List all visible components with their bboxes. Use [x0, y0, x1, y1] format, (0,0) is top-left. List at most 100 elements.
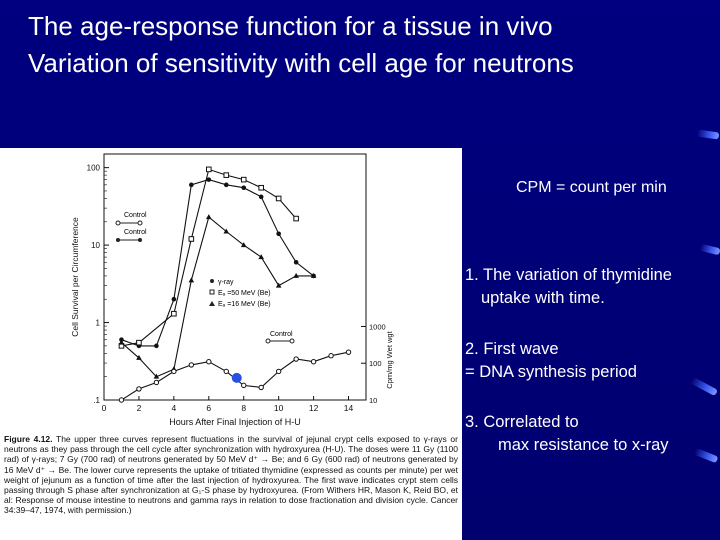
y-axis-label: Cell Survival per Circumference	[70, 217, 80, 337]
y-tick-label: 100	[87, 164, 101, 173]
note-2-line-2: = DNA synthesis period	[465, 363, 637, 381]
data-point	[171, 368, 177, 375]
y2-tick-label: 1000	[369, 322, 386, 331]
chart: .1 1 10 100 10 100 1000 0 2 4 6 8 10 12 14 Hours After …	[70, 153, 394, 427]
data-point	[118, 339, 125, 345]
highlight-marker	[231, 372, 242, 383]
legend-control-1-marker	[115, 220, 121, 226]
note-cpm-text: CPM = count per min	[516, 179, 667, 196]
data-point	[345, 349, 352, 355]
data-point	[171, 310, 177, 317]
data-point	[258, 194, 264, 200]
note-1-line-2: uptake with time.	[481, 289, 605, 307]
x-tick-label: 8	[241, 403, 246, 413]
data-point	[293, 272, 299, 278]
note-1-line-1: 1. The variation of thymidine	[465, 266, 672, 284]
y-tick-label: 10	[91, 241, 100, 250]
data-point	[171, 296, 177, 302]
data-point	[275, 282, 282, 288]
x-tick-label: 2	[137, 403, 142, 413]
x-tick-label: 12	[309, 403, 319, 413]
data-point	[136, 386, 142, 392]
data-point	[188, 277, 195, 283]
data-point	[240, 176, 247, 183]
data-point	[206, 214, 212, 220]
x-tick-label: 14	[344, 403, 354, 413]
data-point	[154, 343, 159, 349]
y2-axis-label: Cpm/mg Wet wgt	[385, 330, 394, 388]
legend-left: Control Control	[115, 212, 147, 242]
x-tick-label: 6	[206, 403, 211, 413]
legend-16mev-label: Eₐ =16 MeV (Be)	[218, 301, 271, 308]
series-line	[121, 216, 314, 378]
data-point	[293, 259, 299, 265]
legend-gamma-label: γ-ray	[218, 279, 234, 286]
slide-title: The age-response function for a tissue i…	[28, 8, 574, 82]
legend-gamma-marker	[210, 279, 214, 283]
title-line-2: Variation of sensitivity with cell age f…	[28, 48, 574, 78]
control-label-marker	[289, 338, 295, 344]
note-3-line-1: 3. Correlated to	[465, 413, 579, 431]
data-point	[241, 382, 247, 389]
data-point	[206, 359, 212, 365]
note-3: 3. Correlated to max resistance to x-ray	[465, 411, 669, 457]
data-point	[223, 228, 230, 234]
data-point	[310, 359, 317, 365]
data-point	[241, 185, 247, 191]
legend-control-1-marker	[137, 220, 143, 226]
x-tick-label: 10	[274, 403, 284, 413]
data-point	[258, 184, 264, 191]
data-point	[153, 373, 160, 379]
data-point	[293, 356, 299, 362]
data-point	[240, 242, 247, 248]
legend-50mev-marker	[209, 289, 215, 295]
note-cpm: CPM = count per min	[516, 176, 667, 199]
y-tick-label: 1	[96, 319, 101, 328]
data-point	[136, 339, 142, 346]
legend-control-2-marker	[116, 238, 120, 242]
plot-frame	[103, 153, 367, 401]
series-line	[121, 179, 314, 347]
data-point	[189, 182, 194, 188]
y2-tick-label: 10	[369, 396, 377, 405]
legend-16mev-marker	[209, 301, 215, 306]
legend-right: γ-ray Eₐ =50 MeV (Be) Eₐ =16 MeV (Be)	[209, 279, 271, 308]
note-2-line-1: 2. First wave	[465, 340, 559, 358]
data-point	[258, 254, 264, 260]
legend-control-1: Control	[124, 212, 147, 219]
y2-tick-label: 100	[369, 359, 382, 368]
series-line	[121, 168, 297, 347]
control-label-marker	[265, 338, 271, 344]
data-point	[328, 353, 334, 359]
note-1: 1. The variation of thymidine uptake wit…	[465, 264, 672, 310]
title-line-1: The age-response function for a tissue i…	[28, 11, 553, 41]
y-tick-label: .1	[93, 396, 100, 405]
data-point	[223, 368, 229, 375]
legend-50mev-label: Eₐ =50 MeV (Be)	[218, 290, 271, 297]
figure-panel: .1 1 10 100 10 100 1000 0 2 4 6 8 10 12 14 Hours After …	[0, 148, 462, 540]
axes-layer: .1 1 10 100 10 100 1000 0 2 4 6 8 10 12 14 Hours After …	[70, 153, 394, 427]
control-label: Control	[270, 331, 293, 338]
data-point	[223, 182, 229, 188]
note-3-line-2: max resistance to x-ray	[498, 436, 669, 454]
data-point	[223, 172, 230, 178]
note-2: 2. First wave = DNA synthesis period	[465, 338, 637, 384]
data-point	[118, 397, 125, 403]
figure-caption-label: Figure 4.12.	[4, 434, 53, 444]
data-point	[153, 379, 160, 386]
figure-caption: Figure 4.12. The upper three curves repr…	[4, 434, 458, 516]
data-point	[136, 354, 142, 360]
series-layer	[118, 166, 352, 403]
data-point	[188, 362, 195, 368]
legend-control-2-marker	[138, 238, 142, 242]
data-point	[275, 195, 282, 202]
data-point	[258, 384, 264, 391]
data-point	[188, 236, 195, 242]
data-point	[275, 368, 282, 375]
legend-control-2: Control	[124, 229, 147, 236]
x-tick-label: 4	[171, 403, 176, 413]
data-point	[293, 215, 299, 222]
figure-caption-text: The upper three curves represent fluctua…	[4, 434, 458, 516]
x-tick-label: 0	[102, 403, 107, 413]
data-point	[206, 166, 212, 173]
